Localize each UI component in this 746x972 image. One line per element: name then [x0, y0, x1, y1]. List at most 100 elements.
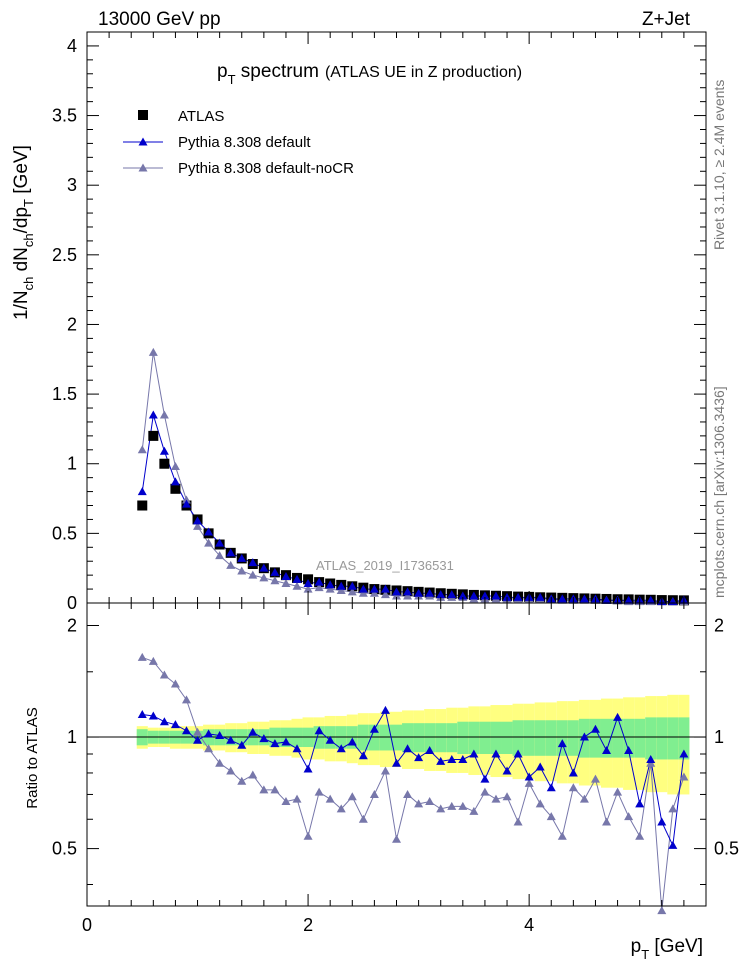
- band-stat-uncertainty: [556, 720, 568, 756]
- ratio-point-nocr: [546, 812, 556, 821]
- main-point-nocr: [325, 584, 335, 593]
- ratio-point-default: [181, 726, 191, 735]
- atlas-data-point: [148, 430, 159, 441]
- ratio-point-default: [347, 737, 357, 746]
- band-stat-uncertainty: [512, 720, 524, 756]
- main-line-default: [141, 414, 684, 603]
- main-point-default: [292, 574, 302, 583]
- ratio-point-default: [425, 745, 435, 754]
- ratio-point-nocr: [535, 799, 545, 808]
- ratio-point-nocr: [657, 906, 667, 915]
- ratio-point-nocr: [347, 792, 357, 801]
- main-point-nocr: [380, 590, 390, 599]
- ratio-axes: 0.5 0.5 1 1 2 2 0 2 4: [52, 602, 739, 935]
- band-stat-uncertainty: [545, 720, 557, 756]
- ratio-point-nocr: [303, 831, 313, 840]
- legend: ATLAS Pythia 8.308 default Pythia 8.308 …: [123, 108, 354, 177]
- main-y-tick-label: 2: [67, 314, 77, 334]
- ratio-point-default: [193, 735, 203, 744]
- ratio-point-default: [579, 732, 589, 741]
- ratio-point-default: [336, 744, 346, 753]
- atlas-data-point: [159, 458, 170, 469]
- main-point-default: [358, 584, 368, 593]
- ratio-point-nocr: [425, 796, 435, 805]
- ratio-point-nocr: [137, 652, 147, 661]
- band-stat-uncertainty: [656, 717, 668, 760]
- main-point-default: [215, 538, 225, 547]
- main-point-nocr: [137, 445, 147, 454]
- ratio-point-default: [403, 744, 413, 753]
- ratio-point-default: [502, 766, 512, 775]
- ratio-point-nocr: [325, 794, 335, 803]
- ratio-y-tick-label: 2: [67, 615, 77, 635]
- ratio-point-default: [292, 744, 302, 753]
- ratio-point-default: [602, 745, 612, 754]
- ratio-point-nocr: [602, 817, 612, 826]
- main-point-nocr: [181, 495, 191, 504]
- main-point-default: [270, 567, 280, 576]
- main-point-default: [137, 487, 147, 496]
- ratio-point-nocr: [270, 785, 280, 794]
- ratio-point-nocr: [358, 814, 368, 823]
- legend-marker-default: [138, 137, 148, 146]
- ratio-point-default: [226, 735, 236, 744]
- ratio-panel: 0.5 0.5 1 1 2 2 0 2 4 Ratio to ATLAS pT [GeV]: [24, 602, 739, 962]
- main-y-label: 1/Nch dNch/dpT [GeV]: [11, 145, 36, 320]
- ratio-point-default: [248, 727, 258, 736]
- main-y-tick-label: 1.5: [52, 384, 77, 404]
- main-point-nocr: [248, 570, 258, 579]
- ratio-y-tick-label: 0.5: [52, 839, 77, 859]
- ratio-point-nocr: [259, 785, 269, 794]
- band-stat-uncertainty: [446, 723, 458, 753]
- ratio-y-tick-label-right: 1: [714, 727, 724, 747]
- x-tick-label: 2: [303, 915, 313, 935]
- main-point-nocr: [270, 576, 280, 585]
- ratio-y-tick-label-right: 2: [714, 615, 724, 635]
- atlas-data-point: [170, 483, 181, 494]
- main-point-nocr: [148, 347, 158, 356]
- band-stat-uncertainty: [357, 724, 369, 751]
- main-point-default: [181, 499, 191, 508]
- ratio-point-nocr: [447, 801, 457, 810]
- ratio-point-default: [159, 717, 169, 726]
- ratio-point-default: [170, 720, 180, 729]
- band-stat-uncertainty: [457, 721, 469, 755]
- main-point-nocr: [159, 410, 169, 419]
- main-point-nocr: [403, 591, 413, 600]
- ratio-y-tick-label: 1: [67, 727, 77, 747]
- main-point-default: [579, 594, 589, 603]
- main-point-default: [204, 527, 214, 536]
- legend-marker-atlas: [138, 110, 148, 120]
- main-point-nocr: [170, 462, 180, 471]
- main-point-default: [557, 594, 567, 603]
- band-stat-uncertainty: [501, 721, 513, 755]
- main-point-default: [502, 592, 512, 601]
- main-point-default: [148, 410, 158, 419]
- main-point-default: [303, 579, 313, 588]
- main-point-default: [170, 477, 180, 486]
- ratio-point-nocr: [513, 817, 523, 826]
- band-stat-uncertainty: [667, 717, 679, 760]
- main-point-default: [159, 446, 169, 455]
- ratio-point-default: [524, 772, 534, 781]
- main-point-default: [336, 581, 346, 590]
- band-stat-uncertainty: [589, 718, 601, 758]
- ratio-point-nocr: [624, 812, 634, 821]
- ratio-point-default: [668, 840, 678, 849]
- main-point-nocr: [226, 560, 236, 569]
- ratio-point-default: [303, 764, 313, 773]
- ratio-point-default: [469, 749, 479, 758]
- main-point-default: [469, 591, 479, 600]
- ratio-point-default: [646, 754, 656, 763]
- mcplots-label: mcplots.cern.ch [arXiv:1306.3436]: [711, 386, 727, 598]
- ratio-point-nocr: [181, 695, 191, 704]
- ratio-point-nocr: [403, 789, 413, 798]
- ratio-point-nocr: [414, 799, 424, 808]
- rivet-label: Rivet 3.1.10, ≥ 2.4M events: [711, 80, 727, 250]
- ratio-point-nocr: [557, 831, 567, 840]
- ratio-point-default: [204, 729, 214, 738]
- x-axis-label: pT [GeV]: [631, 936, 703, 962]
- ratio-point-nocr: [204, 744, 214, 753]
- ratio-point-default: [380, 705, 390, 714]
